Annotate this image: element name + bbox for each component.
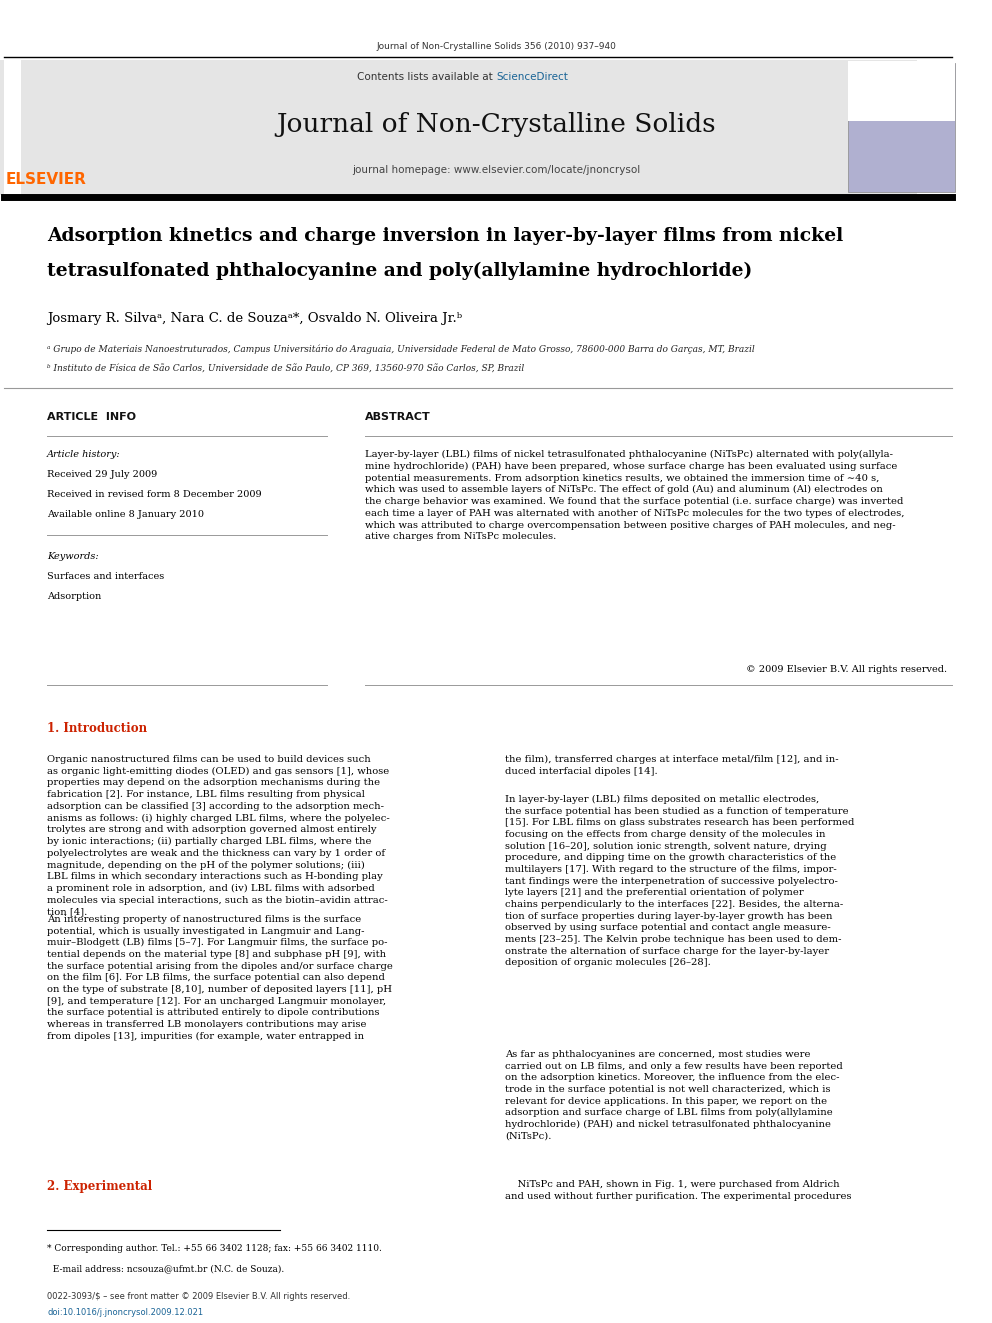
Text: Surfaces and interfaces: Surfaces and interfaces [47, 572, 165, 581]
Text: 2. Experimental: 2. Experimental [47, 1180, 152, 1193]
Text: the film), transferred charges at interface metal/film [12], and in-
duced inter: the film), transferred charges at interf… [505, 755, 838, 775]
Text: An interesting property of nanostructured films is the surface
potential, which : An interesting property of nanostructure… [47, 916, 393, 1041]
Text: E-mail address: ncsouza@ufmt.br (N.C. de Souza).: E-mail address: ncsouza@ufmt.br (N.C. de… [47, 1263, 285, 1273]
Text: ᵇ Instituto de Física de São Carlos, Universidade de São Paulo, CP 369, 13560-97: ᵇ Instituto de Física de São Carlos, Uni… [47, 365, 524, 374]
Text: As far as phthalocyanines are concerned, most studies were
carried out on LB fil: As far as phthalocyanines are concerned,… [505, 1050, 843, 1140]
Text: 0022-3093/$ – see front matter © 2009 Elsevier B.V. All rights reserved.: 0022-3093/$ – see front matter © 2009 El… [47, 1293, 350, 1301]
Text: journal homepage: www.elsevier.com/locate/jnoncrysol: journal homepage: www.elsevier.com/locat… [352, 165, 640, 175]
Text: In layer-by-layer (LBL) films deposited on metallic electrodes,
the surface pote: In layer-by-layer (LBL) films deposited … [505, 795, 854, 967]
Text: * Corresponding author. Tel.: +55 66 3402 1128; fax: +55 66 3402 1110.: * Corresponding author. Tel.: +55 66 340… [47, 1244, 382, 1253]
Text: ELSEVIER: ELSEVIER [6, 172, 86, 187]
Text: ScienceDirect: ScienceDirect [496, 71, 567, 82]
Text: Adsorption kinetics and charge inversion in layer-by-layer films from nickel: Adsorption kinetics and charge inversion… [47, 228, 843, 245]
Text: JOURNAL OF
NON-CRYSTALLINE
SOLIDS: JOURNAL OF NON-CRYSTALLINE SOLIDS [872, 71, 930, 90]
Text: Journal of Non-Crystalline Solids 356 (2010) 937–940: Journal of Non-Crystalline Solids 356 (2… [376, 42, 616, 52]
Text: Keywords:: Keywords: [47, 552, 98, 561]
Text: ABSTRACT: ABSTRACT [365, 411, 431, 422]
Text: Organic nanostructured films can be used to build devices such
as organic light-: Organic nanostructured films can be used… [47, 755, 390, 917]
Text: Josmary R. Silvaᵃ, Nara C. de Souzaᵃ*, Osvaldo N. Oliveira Jr.ᵇ: Josmary R. Silvaᵃ, Nara C. de Souzaᵃ*, O… [47, 312, 462, 325]
Text: Received 29 July 2009: Received 29 July 2009 [47, 470, 158, 479]
Text: Layer-by-layer (LBL) films of nickel tetrasulfonated phthalocyanine (NiTsPc) alt: Layer-by-layer (LBL) films of nickel tet… [365, 450, 905, 541]
Text: Contents lists available at: Contents lists available at [357, 71, 496, 82]
Text: 1. Introduction: 1. Introduction [47, 722, 147, 736]
Text: Article history:: Article history: [47, 450, 121, 459]
Text: © 2009 Elsevier B.V. All rights reserved.: © 2009 Elsevier B.V. All rights reserved… [746, 665, 947, 673]
Text: ■: ■ [863, 65, 870, 71]
Text: doi:10.1016/j.jnoncrysol.2009.12.021: doi:10.1016/j.jnoncrysol.2009.12.021 [47, 1308, 203, 1316]
Text: NiTsPc and PAH, shown in Fig. 1, were purchased from Aldrich
and used without fu: NiTsPc and PAH, shown in Fig. 1, were pu… [505, 1180, 851, 1201]
Text: Received in revised form 8 December 2009: Received in revised form 8 December 2009 [47, 490, 262, 499]
Text: Adsorption: Adsorption [47, 591, 101, 601]
Text: ARTICLE  INFO: ARTICLE INFO [47, 411, 136, 422]
Text: Journal of Non-Crystalline Solids: Journal of Non-Crystalline Solids [276, 112, 716, 138]
Text: Available online 8 January 2010: Available online 8 January 2010 [47, 509, 204, 519]
Text: tetrasulfonated phthalocyanine and poly(allylamine hydrochloride): tetrasulfonated phthalocyanine and poly(… [47, 262, 752, 280]
Text: ᵃ Grupo de Materiais Nanoestruturados, Campus Universitário do Araguaia, Univers: ᵃ Grupo de Materiais Nanoestruturados, C… [47, 345, 755, 355]
